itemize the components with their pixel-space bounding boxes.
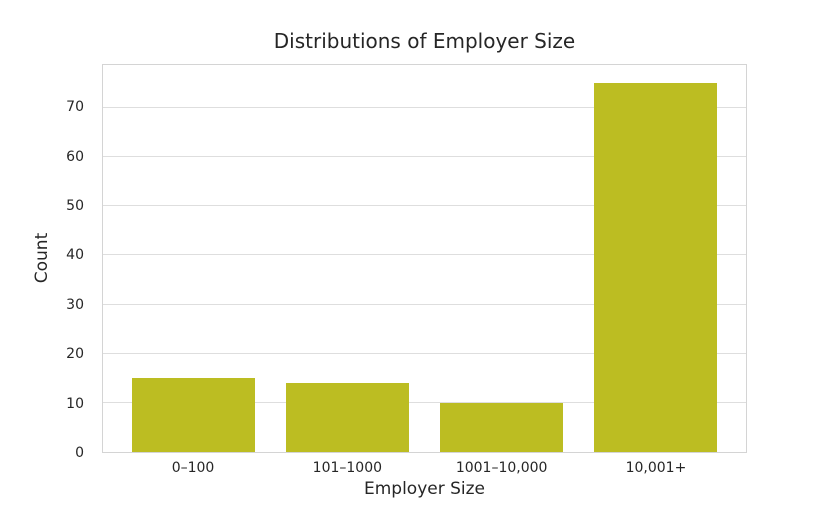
bar: [286, 383, 410, 452]
y-tick-label: 70: [66, 99, 84, 116]
gridline: [103, 156, 746, 158]
gridline: [103, 254, 746, 256]
y-tick-label: 40: [66, 247, 84, 264]
x-tick-label: 1001–10,000: [455, 460, 548, 476]
y-tick-label: 30: [66, 296, 84, 313]
x-tick-label: 0–100: [171, 460, 215, 476]
y-axis-tick-labels: 0 10 20 30 40 50 60 70: [0, 64, 94, 460]
bar: [593, 83, 717, 452]
plot-area: [102, 64, 747, 453]
bar: [439, 402, 563, 452]
x-tick-label: 10,001+: [625, 460, 687, 476]
gridline: [103, 107, 746, 108]
bar: [132, 378, 256, 452]
x-tick-label: 101–1000: [312, 460, 383, 476]
gridline: [103, 303, 746, 305]
y-tick-label: 0: [75, 445, 84, 461]
y-tick-label: 10: [66, 395, 84, 412]
gridline: [103, 401, 746, 403]
gridline: [103, 352, 746, 354]
chart-title: Distributions of Employer Size: [273, 29, 576, 53]
y-tick-label: 20: [66, 346, 84, 363]
x-axis-label: Employer Size: [363, 479, 486, 499]
y-tick-label: 60: [66, 148, 84, 165]
gridline: [103, 205, 746, 207]
x-axis-tick-labels: 0–100 101–1000 1001–10,000 10,001+: [102, 460, 747, 478]
y-tick-label: 50: [66, 198, 84, 215]
